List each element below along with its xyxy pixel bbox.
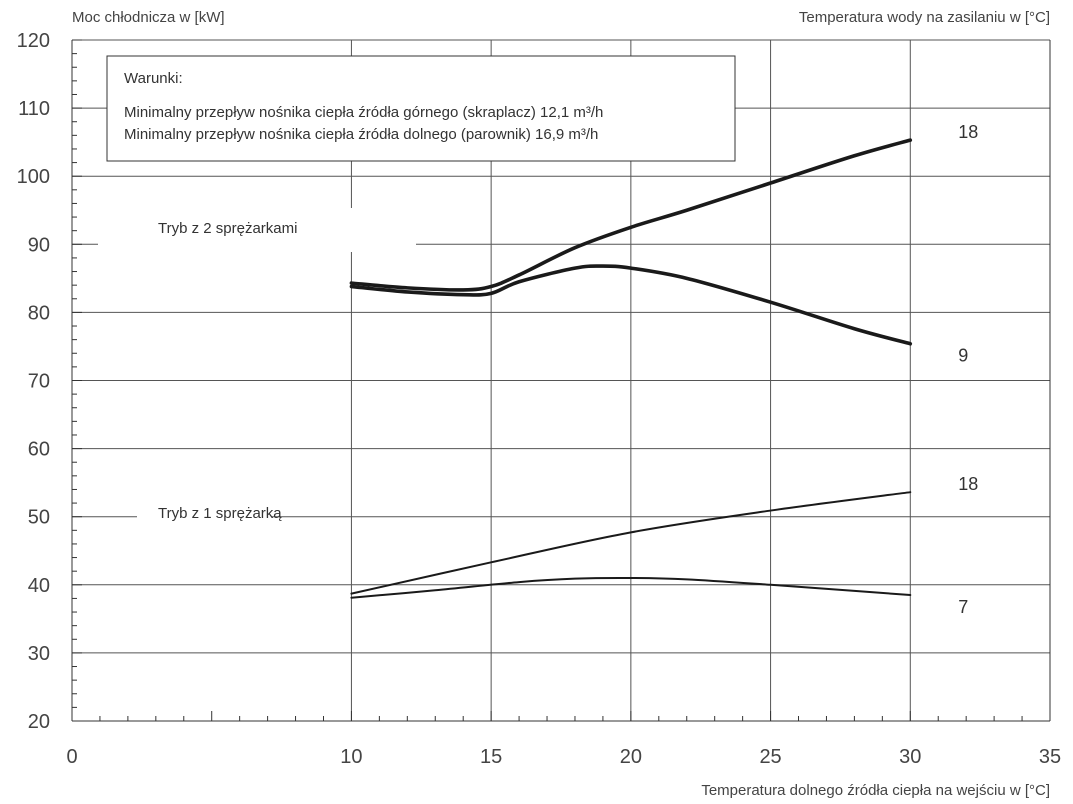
series-label-4: 7 — [958, 597, 968, 617]
y-tick-label: 30 — [28, 643, 50, 665]
series-line-2 — [349, 264, 913, 346]
conditions-line-1: Minimalny przepływ nośnika ciepła źródła… — [124, 104, 603, 121]
x-tick-label: 25 — [759, 746, 781, 768]
series-label-3: 18 — [958, 474, 978, 494]
tick-labels: 20 30 40 50 60 70 80 90 100 110 120 0 10 15 20 25 30 35 — [17, 30, 1062, 768]
y-axis-title: Moc chłodnicza w [kW] — [72, 9, 225, 26]
y-tick-label: 20 — [28, 711, 50, 733]
y-tick-label: 90 — [28, 234, 50, 256]
series-label-1: 18 — [958, 122, 978, 142]
series-labels: 18 9 18 7 — [958, 122, 978, 617]
conditions-title: Warunki: — [124, 70, 183, 87]
x-tick-label: 0 — [66, 746, 77, 768]
y-tick-label: 70 — [28, 371, 50, 393]
x-tick-label: 15 — [480, 746, 502, 768]
series-line-4 — [350, 576, 912, 599]
x-axis-title: Temperatura dolnego źródła ciepła na wej… — [701, 782, 1050, 799]
series-line-3 — [350, 491, 912, 595]
x-tick-label: 10 — [340, 746, 362, 768]
series-label-2: 9 — [958, 346, 968, 366]
x-tick-label: 35 — [1039, 746, 1061, 768]
y-tick-label: 50 — [28, 507, 50, 529]
y-tick-label: 110 — [18, 98, 50, 120]
series-line-1 — [349, 138, 913, 292]
mode-label-2-backdrop — [98, 208, 416, 252]
x-tick-label: 30 — [899, 746, 921, 768]
conditions-box-frame — [106, 55, 736, 162]
series — [349, 138, 913, 599]
right-axis-title: Temperatura wody na zasilaniu w [°C] — [799, 9, 1050, 26]
conditions-box: Warunki: Minimalny przepływ nośnika ciep… — [106, 55, 736, 162]
y-tick-label: 100 — [17, 166, 50, 188]
y-tick-label: 120 — [17, 30, 50, 52]
x-tick-label: 20 — [620, 746, 642, 768]
axes — [71, 39, 1051, 722]
y-tick-label: 40 — [28, 575, 50, 597]
mode-label-one-compressor: Tryb z 1 sprężarką — [158, 505, 282, 522]
mode-label-two-compressors: Tryb z 2 sprężarkami — [158, 220, 297, 237]
conditions-line-2: Minimalny przepływ nośnika ciepła źródła… — [124, 126, 598, 143]
y-tick-label: 80 — [28, 302, 50, 324]
y-tick-label: 60 — [28, 439, 50, 461]
mode-label-1-backdrop — [137, 494, 272, 536]
